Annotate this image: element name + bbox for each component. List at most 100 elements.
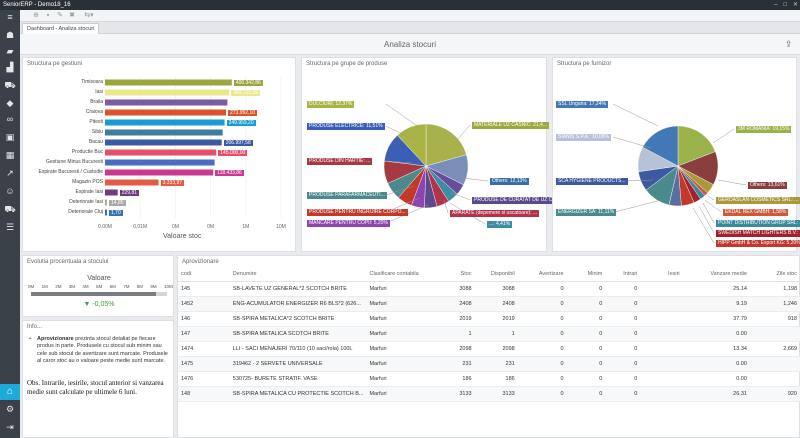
table-cell: Marfuri xyxy=(366,311,444,327)
table-row[interactable]: 1476 530725- BURETE STRATIF. VASE Marfuri 1… xyxy=(178,371,800,387)
table-cell: 0.00 xyxy=(682,371,750,387)
export-icon[interactable]: ⇪ xyxy=(785,39,793,49)
save-icon[interactable]: ▪ xyxy=(46,12,50,19)
home-icon[interactable]: ⌂ xyxy=(0,384,20,400)
table-row[interactable]: 145 SB-LAVETE UZ GENERAL*2 SCOTCH BRITE Ma… xyxy=(178,281,800,297)
table-row[interactable]: 148 SB-SPIRA METALICA CU PROTECTIE SCOTCH… xyxy=(178,386,800,402)
column-header[interactable]: Vanzare medie xyxy=(682,268,750,282)
table-cell: 9.19 xyxy=(682,296,750,312)
column-header[interactable]: Stoc xyxy=(443,268,475,282)
table-cell: 231 xyxy=(474,356,518,372)
bar[interactable] xyxy=(105,79,232,86)
table-row[interactable]: 1452 ENG-ACUMULATOR ENERGIZER R6 BLS*2 (6… xyxy=(178,296,800,312)
pie-slice[interactable] xyxy=(677,125,716,167)
bar[interactable] xyxy=(105,89,230,96)
leader-line xyxy=(461,177,489,182)
folder-icon[interactable]: ▰ xyxy=(6,46,14,56)
table-cell: 25.14 xyxy=(682,281,750,297)
bar[interactable] xyxy=(105,139,222,146)
box-icon[interactable]: ▣ xyxy=(5,132,15,142)
table-row[interactable]: 1475 319462 - 2 SERVETE UNIVERSALE Marfuri… xyxy=(178,356,800,372)
category-label: Braila xyxy=(90,99,103,105)
table-cell: 0 xyxy=(517,296,567,312)
logout-icon[interactable]: ⇥ xyxy=(6,422,14,432)
column-header[interactable]: Disponibil xyxy=(474,268,518,282)
category-label: Productie Buc xyxy=(71,149,103,155)
truck-icon[interactable]: ⛟ xyxy=(4,204,16,214)
tag-icon[interactable]: ◆ xyxy=(6,98,14,108)
maximize-icon[interactable]: □ xyxy=(783,2,787,8)
gear-icon[interactable]: ⚙ xyxy=(5,404,15,414)
more-icon[interactable]: ⇆▾ xyxy=(84,12,94,19)
info-bullet-text: prezinta stocul detaliat pe fiecare prod… xyxy=(37,336,168,364)
slice-label: APARATE (depemere si uscatoare): ... xyxy=(450,210,540,217)
users-icon[interactable]: ☗ xyxy=(5,30,15,40)
pie-slice[interactable] xyxy=(642,125,679,167)
panel-evolutie: Evolutia procentuala a stocului Valoare … xyxy=(22,255,174,317)
bar[interactable] xyxy=(105,179,159,186)
column-header[interactable]: codi xyxy=(178,268,230,282)
gestiuni-bar-chart: 0,00M 0,01M 0M 0M 1M 10M xyxy=(98,76,286,230)
slice-label: PRODUSE DIN HARTIE: ... xyxy=(307,158,373,165)
column-header[interactable]: Avertizare xyxy=(517,268,567,282)
leader-line xyxy=(704,199,722,213)
grupe-pie-chart xyxy=(383,103,489,225)
bar[interactable] xyxy=(105,199,107,206)
bar[interactable] xyxy=(105,109,227,116)
minimize-icon[interactable]: – xyxy=(774,2,778,8)
column-header[interactable]: Iesiri xyxy=(640,268,683,282)
table-cell: 0 xyxy=(605,356,641,372)
edit-icon[interactable]: ✎ xyxy=(57,12,63,19)
bar[interactable] xyxy=(105,159,215,166)
bar[interactable] xyxy=(105,209,107,216)
column-header[interactable]: Minim xyxy=(566,268,606,282)
pie-slice[interactable] xyxy=(397,123,427,167)
table-cell: Marfuri xyxy=(366,341,444,357)
cart-icon[interactable]: ⛟ xyxy=(4,80,16,90)
column-header[interactable]: Intrari xyxy=(605,268,641,282)
settings-list-icon[interactable]: ☰ xyxy=(5,222,15,232)
menu-icon[interactable]: ≡ xyxy=(7,12,13,22)
table-cell: 0.00 xyxy=(682,326,750,342)
table-row[interactable]: 146 SB-SPIRA METALICA*2 SCOTCH BRITE Marfu… xyxy=(178,311,800,327)
table-cell: 13.34 xyxy=(682,341,750,357)
bar[interactable] xyxy=(105,99,228,106)
table-cell: 0 xyxy=(605,371,641,387)
category-label: Bacau xyxy=(88,139,103,145)
table-cell: LLI - SACI MENAJERI 70/110 (10 saci/rola… xyxy=(229,341,367,357)
column-header[interactable]: Denumire xyxy=(229,268,367,282)
chart-icon[interactable]: ↗ xyxy=(6,168,14,178)
bar[interactable] xyxy=(105,189,118,196)
bar[interactable] xyxy=(105,129,223,136)
table-cell: 1476 xyxy=(178,371,230,387)
table-row[interactable]: 1474 LLI - SACI MENAJERI 70/110 (10 saci/… xyxy=(178,341,800,357)
column-header[interactable]: Zile stoc xyxy=(749,268,800,282)
data-label: 400.342,86 xyxy=(233,79,263,86)
table-cell xyxy=(640,326,683,342)
panel-gestiuni: Structura pe gestiuni 0,00M 0,01M 0M 0M 1M 10… xyxy=(22,57,296,252)
column-header[interactable]: Clasificare contabila xyxy=(366,268,444,282)
pie-slice[interactable] xyxy=(425,123,467,167)
tab-bar: Dashboard - Analiza stocuri xyxy=(20,22,800,34)
building-icon[interactable]: ▦ xyxy=(5,150,15,160)
people-icon[interactable]: ☺ xyxy=(5,186,15,196)
bar[interactable] xyxy=(105,119,225,126)
tab-dashboard[interactable]: Dashboard - Analiza stocuri xyxy=(22,23,100,34)
tick-label: 0M xyxy=(207,224,214,230)
link-icon[interactable]: ∞ xyxy=(6,114,14,124)
gauge-label: Valoare xyxy=(87,275,111,282)
bar[interactable] xyxy=(105,169,214,176)
bar[interactable] xyxy=(105,149,217,156)
table-row[interactable]: 147 SB-SPIRA METALICA SCOTCH BRITE Marfuri… xyxy=(178,326,800,342)
close-icon[interactable]: ✕ xyxy=(792,2,798,8)
table-cell: 1452 xyxy=(178,296,230,312)
new-icon[interactable]: ⊕ xyxy=(33,12,39,19)
data-label: 342.121,06 xyxy=(231,89,261,96)
table-cell: 0 xyxy=(566,356,606,372)
table-cell: 3088 xyxy=(474,281,518,297)
table-cell: 3133 xyxy=(443,386,475,402)
slice-label: MANCARE PENTRU COPII: 5,20% xyxy=(307,220,390,227)
delete-icon[interactable]: ✖ xyxy=(69,12,75,19)
factory-icon[interactable]: ▟ xyxy=(6,62,14,72)
leader-line xyxy=(712,128,735,144)
